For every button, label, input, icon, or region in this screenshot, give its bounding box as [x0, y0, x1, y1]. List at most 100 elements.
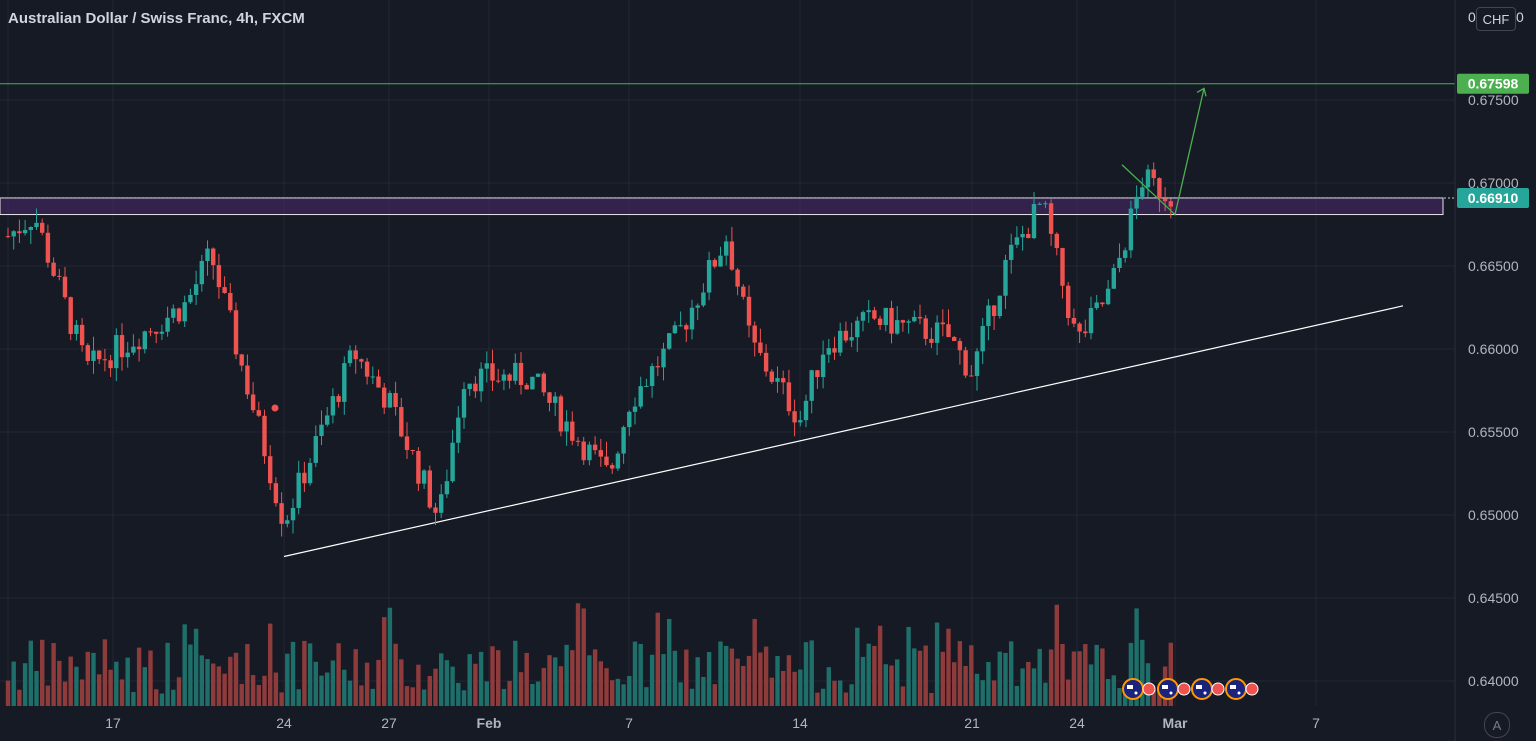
- volume-bar: [530, 683, 535, 706]
- candle-body: [991, 305, 997, 317]
- volume-bar: [182, 624, 187, 706]
- candle-body: [798, 420, 803, 423]
- volume-bar: [655, 612, 660, 706]
- event-markers[interactable]: [1122, 678, 1259, 700]
- candle-body: [17, 231, 22, 234]
- candle-body: [632, 406, 638, 412]
- header-left-value: 0: [1468, 9, 1476, 25]
- candle-body: [923, 318, 928, 339]
- volume-bar: [279, 692, 284, 706]
- candle-body: [330, 396, 336, 416]
- price-axis[interactable]: 0.67500 0.67000 0.66500 0.66000 0.65500 0.650…: [1468, 92, 1519, 689]
- candle-body: [934, 322, 940, 343]
- candle-body: [952, 337, 957, 342]
- volume-bar: [5, 680, 11, 706]
- candle-body: [45, 232, 51, 263]
- candle-body: [678, 325, 683, 327]
- candle-body: [729, 241, 735, 270]
- volume-bar: [250, 675, 256, 706]
- volume-bar: [364, 662, 370, 706]
- volume-bar: [689, 688, 695, 706]
- volume-bar: [1157, 686, 1162, 706]
- candle-body: [256, 410, 261, 416]
- volume-bar: [1151, 689, 1156, 706]
- candle-body: [792, 411, 797, 423]
- volume-bar: [917, 650, 923, 706]
- volume-bar: [980, 680, 985, 706]
- volume-bar: [1094, 644, 1099, 706]
- projection-arrowhead: [1196, 87, 1207, 97]
- candle-body: [507, 374, 512, 381]
- candle-body: [615, 453, 621, 469]
- volume-bar: [359, 685, 364, 706]
- volume-bar: [661, 654, 666, 706]
- flag-union: [1127, 685, 1133, 689]
- volume-bar: [815, 692, 820, 706]
- price-badge: [1457, 73, 1529, 94]
- volume-bar: [843, 692, 849, 706]
- volume-bar: [1105, 679, 1111, 706]
- candle-body: [883, 307, 888, 326]
- volume-bar: [763, 646, 769, 706]
- volume-bar: [695, 657, 700, 706]
- candle-body: [706, 260, 712, 293]
- volume-bar: [592, 649, 598, 706]
- candle-body: [1077, 323, 1082, 332]
- volume-bar: [136, 647, 142, 706]
- volume-bar: [268, 623, 273, 706]
- time-axis[interactable]: 17 24 27 Feb 7 14 21 24 Mar 7: [105, 715, 1320, 731]
- candle-body: [262, 415, 267, 457]
- time-tick-label: Mar: [1163, 715, 1188, 731]
- volume-bar: [410, 687, 415, 706]
- candle-body: [1117, 257, 1122, 268]
- volume-bar: [165, 642, 170, 706]
- candle-body: [644, 386, 649, 388]
- candle-body: [421, 470, 427, 484]
- volume-bar: [746, 655, 752, 706]
- volume-bar: [239, 683, 244, 706]
- auto-scale-button[interactable]: A: [1484, 712, 1510, 738]
- volume-bar: [421, 689, 427, 706]
- candle-body: [302, 472, 307, 484]
- volume-bar: [1100, 648, 1105, 706]
- candle-body: [319, 424, 324, 437]
- event-badge: [1177, 682, 1191, 696]
- volume-bar: [963, 665, 968, 706]
- volume-bar: [456, 682, 461, 706]
- candle-body: [427, 470, 432, 508]
- candle-body: [148, 331, 153, 333]
- volume-bar: [296, 689, 301, 706]
- volume-bar: [444, 660, 450, 706]
- volume-bar: [262, 675, 267, 706]
- candle-body: [154, 331, 159, 334]
- volume-bar: [1037, 648, 1042, 706]
- volume-bar: [188, 644, 193, 706]
- price-badge-label: 0.67598: [1468, 76, 1519, 92]
- volume-bar: [638, 643, 643, 706]
- candle-body: [957, 341, 963, 351]
- volume-bar: [176, 677, 182, 706]
- candle-body: [313, 436, 318, 463]
- price-tick-label: 0.66500: [1468, 258, 1519, 274]
- volume-bar: [1140, 639, 1145, 706]
- candle-body: [906, 321, 911, 323]
- candle-body: [393, 393, 398, 408]
- candle-body: [250, 394, 256, 411]
- candle-body: [1111, 267, 1116, 289]
- volume-bar: [131, 691, 136, 706]
- candle-body: [592, 444, 598, 451]
- candle-body: [125, 352, 130, 358]
- currency-selector[interactable]: CHF: [1476, 7, 1516, 31]
- candle-body: [695, 305, 700, 308]
- volume-bar: [114, 661, 119, 706]
- flag-star: [1134, 691, 1138, 695]
- candle-body: [1128, 208, 1134, 251]
- candle-body: [467, 383, 472, 390]
- volume-bar: [1026, 661, 1031, 706]
- volume-bar: [826, 667, 831, 706]
- volume-bar: [912, 648, 917, 706]
- candle-body: [1168, 201, 1173, 207]
- flag-union: [1230, 685, 1236, 689]
- candle-body: [74, 324, 79, 334]
